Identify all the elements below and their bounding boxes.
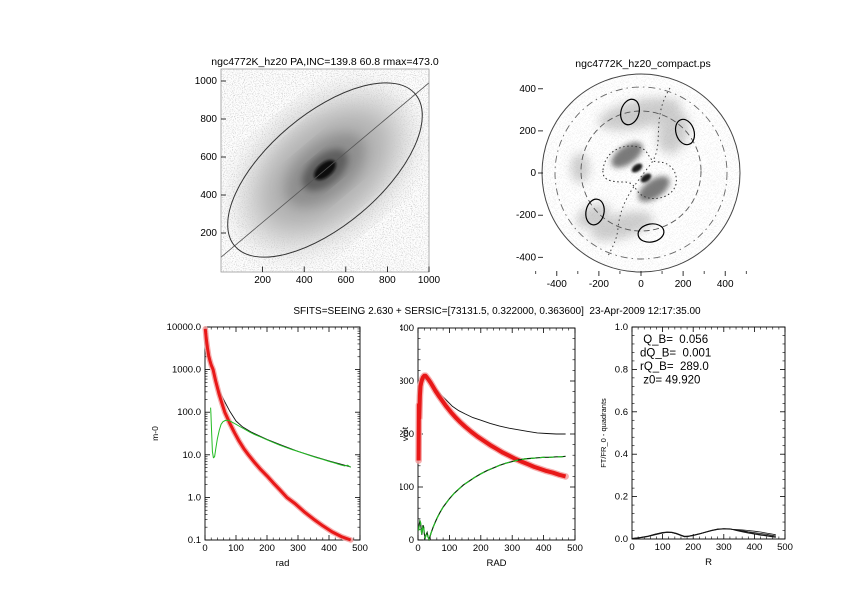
x-axis-label: RAD [486, 558, 506, 569]
y-tick-label: 0.0 [615, 534, 628, 545]
y-tick-label: 10.0 [183, 450, 202, 461]
bipolar-lobes [611, 142, 670, 202]
series-disk-component [210, 407, 351, 468]
panel-galaxy-image: ngc4772K_hz20 PA,INC=139.8 60.8 rmax=473… [195, 56, 440, 286]
y-tick-label: 10000.0 [167, 322, 201, 333]
x-tick-label: 100 [441, 543, 457, 554]
x-tick-label: 500 [352, 543, 368, 554]
y-tick-label: 100 [400, 482, 414, 493]
y-axis-label: FT/FR_0 - quadrants [599, 398, 608, 468]
x-tick-label: 200 [685, 542, 701, 553]
diffuse-emission [571, 97, 689, 241]
series-total-rotation [418, 378, 566, 445]
y-tick-label: 400 [400, 323, 414, 334]
y-tick-label: 200 [200, 228, 217, 239]
compact-panel-title: ngc4772K_hz20_compact.ps [575, 58, 710, 70]
y-tick-label: 200 [400, 429, 414, 440]
x-tick-label: 200 [473, 543, 489, 554]
panel-surface-brightness-profile: 0 100 200 300 400 500 10000.0 1000.0 100.0 10.0 1.… [150, 322, 368, 569]
x-tick-label: 500 [777, 542, 793, 553]
nucleus [631, 163, 652, 183]
x-tick-label: 300 [716, 542, 732, 553]
y-tick-label: 400 [200, 190, 217, 201]
fit-parameter-annotation: Q_B= 0.056 [640, 334, 708, 346]
x-tick-label: 0 [202, 543, 207, 554]
x-tick-label: 200 [675, 279, 692, 290]
x-tick-label: -400 [547, 279, 567, 290]
x-tick-label: -200 [589, 279, 609, 290]
y-tick-label: -200 [516, 210, 536, 221]
dash-dot-ring-outer [554, 86, 728, 260]
x-tick-label: 400 [296, 275, 313, 286]
axes-frame [204, 326, 361, 541]
x-tick-label: 800 [379, 275, 396, 286]
dashed-ring-inner [580, 110, 702, 232]
y-tick-label: 1.0 [188, 492, 201, 503]
x-tick-label: 300 [290, 543, 306, 554]
fit-summary-title: SFITS=SEEING 2.630 + SERSIC=[73131.5, 0.… [293, 306, 701, 317]
x-tick-label: 0 [415, 543, 420, 554]
galaxy-image [221, 69, 429, 272]
x-tick-label: 400 [536, 543, 552, 554]
compact-map [542, 74, 740, 272]
panel-rotation-curve: 0 100 200 300 400 500 400 300 200 100 0 RAD vrot [400, 323, 583, 569]
compact-source-contours [585, 98, 696, 243]
y-tick-label: 1.0 [615, 322, 628, 333]
series-observed-profile [203, 328, 352, 542]
x-tick-label: 400 [321, 543, 337, 554]
x-tick-label: 300 [504, 543, 520, 554]
series-total-model [204, 328, 351, 468]
x-axis-label: R [705, 557, 712, 568]
y-tick-label: -400 [516, 252, 536, 263]
x-tick-label: 0 [629, 542, 634, 553]
x-axis-label: rad [276, 558, 290, 569]
axes-frame [631, 326, 786, 540]
image-frame [220, 68, 430, 273]
y-tick-label: 0.2 [615, 492, 628, 503]
x-tick-label: 400 [746, 542, 762, 553]
x-tick-label: 400 [717, 279, 734, 290]
galaxy-panel-title: ngc4772K_hz20 PA,INC=139.8 60.8 rmax=473… [211, 56, 439, 68]
fit-parameter-annotation: z0= 49.920 [640, 375, 700, 387]
y-axis-label: m-0 [150, 426, 160, 441]
series-quadrant-4 [631, 528, 776, 539]
x-tick-label: 1000 [418, 275, 440, 286]
y-tick-label: 0 [530, 168, 536, 179]
fit-parameter-annotation: rQ_B= 289.0 [640, 361, 709, 373]
y-tick-label: 100.0 [177, 407, 201, 418]
x-tick-label: 100 [228, 543, 244, 554]
x-tick-label: 600 [337, 275, 354, 286]
y-tick-label: 0.8 [615, 364, 628, 375]
y-tick-label: 0.1 [188, 535, 201, 546]
fit-parameter-annotation: dQ_B= 0.001 [640, 348, 711, 360]
x-tick-label: 200 [259, 543, 275, 554]
x-tick-label: 100 [655, 542, 671, 553]
major-axis-line [221, 82, 429, 258]
y-tick-label: 800 [200, 114, 217, 125]
fit-ellipse-outline [227, 82, 423, 258]
y-tick-label: 0 [409, 535, 414, 546]
y-tick-label: 1000 [195, 76, 218, 87]
x-tick-label: 0 [638, 279, 644, 290]
y-tick-label: 600 [200, 152, 217, 163]
y-tick-label: 0.6 [615, 407, 628, 418]
series-observed-rotation [416, 373, 567, 479]
series-disk-rotation [418, 455, 566, 541]
y-tick-label: 1000.0 [172, 365, 201, 376]
y-tick-label: 400 [519, 84, 536, 95]
y-tick-label: 0.4 [615, 449, 628, 460]
x-tick-label: 500 [567, 543, 583, 554]
y-axis-label: vrot [400, 426, 410, 441]
dotted-ridge-line [607, 87, 671, 257]
x-tick-label: 200 [254, 275, 271, 286]
y-tick-label: 200 [519, 126, 536, 137]
y-tick-label: 300 [400, 376, 414, 387]
panel-fourier-quadrants: 0 100 200 300 400 500 1.0 0.8 0.6 0.4 0.2 0.0 R FT/FR… [599, 322, 793, 568]
panel-compact-map: ngc4772K_hz20_compact.ps [516, 58, 747, 290]
